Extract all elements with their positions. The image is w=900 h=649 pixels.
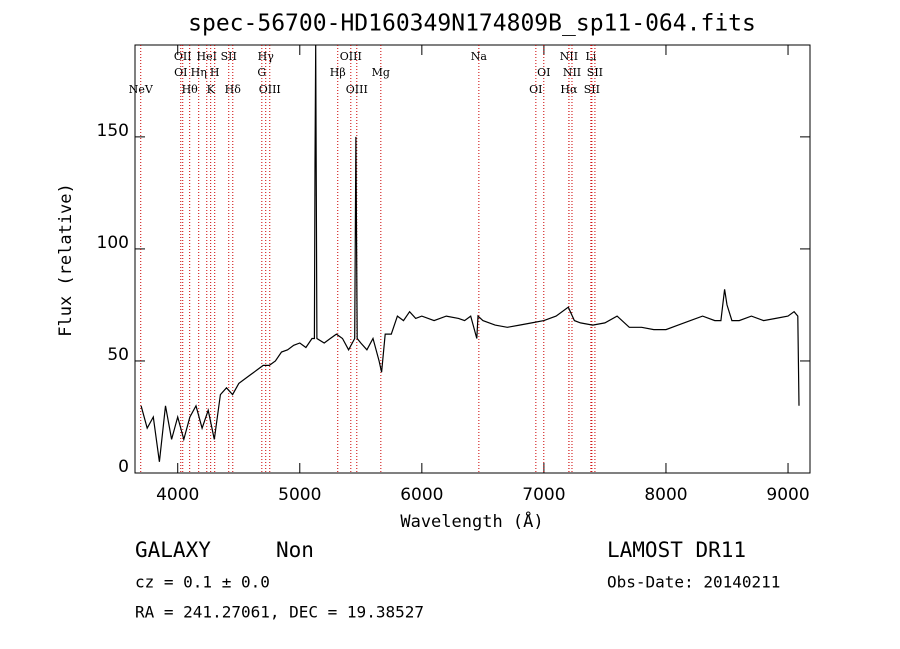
line-label: Li bbox=[585, 50, 596, 63]
x-tick-label: 7000 bbox=[522, 485, 565, 505]
line-label: Hα bbox=[560, 83, 578, 96]
y-tick-label: 0 bbox=[118, 457, 129, 477]
x-tick-label: 8000 bbox=[644, 485, 687, 505]
y-axis-label: Flux (relative) bbox=[56, 183, 76, 337]
line-label: Hβ bbox=[330, 66, 346, 79]
survey: LAMOST DR11 bbox=[607, 538, 746, 562]
line-label: OIII bbox=[259, 83, 281, 96]
line-label: OIII bbox=[340, 50, 362, 63]
line-label: OII bbox=[174, 50, 192, 63]
line-label: NII bbox=[560, 50, 578, 63]
line-label: SII bbox=[221, 50, 237, 63]
line-label: Hγ bbox=[258, 50, 275, 63]
spectrum-line bbox=[140, 44, 800, 462]
class: GALAXY bbox=[135, 538, 211, 562]
line-label: Na bbox=[471, 50, 488, 63]
y-tick-label: 100 bbox=[97, 233, 129, 253]
x-axis-label: Wavelength (Å) bbox=[400, 510, 543, 532]
line-label: HeI bbox=[197, 50, 217, 63]
x-tick-label: 6000 bbox=[400, 485, 443, 505]
y-tick-label: 150 bbox=[97, 121, 129, 141]
line-label: OI bbox=[529, 83, 542, 96]
line-label: SII bbox=[587, 66, 603, 79]
coords: RA = 241.27061, DEC = 19.38527 bbox=[135, 603, 424, 622]
x-tick-label: 4000 bbox=[156, 485, 199, 505]
line-label: Hδ bbox=[225, 83, 242, 96]
obs-date: Obs-Date: 20140211 bbox=[607, 573, 780, 592]
plot-frame bbox=[134, 44, 811, 474]
line-label: Hθ bbox=[182, 83, 199, 96]
line-label: Hη bbox=[191, 66, 207, 79]
line-label: OI bbox=[537, 66, 550, 79]
line-label: Mg bbox=[372, 66, 390, 79]
line-label: G bbox=[257, 66, 266, 79]
subclass: Non bbox=[276, 538, 314, 562]
line-label: SII bbox=[584, 83, 600, 96]
y-tick-label: 50 bbox=[107, 345, 129, 365]
line-label: OI bbox=[174, 66, 187, 79]
line-label: NII bbox=[563, 66, 581, 79]
line-label: NeV bbox=[129, 83, 154, 96]
line-label: K bbox=[207, 83, 216, 96]
cz: cz = 0.1 ± 0.0 bbox=[135, 573, 270, 592]
line-label: H bbox=[210, 66, 220, 79]
line-label: OIII bbox=[346, 83, 368, 96]
x-tick-label: 9000 bbox=[766, 485, 809, 505]
x-tick-label: 5000 bbox=[278, 485, 321, 505]
chart-title: spec-56700-HD160349N174809B_sp11-064.fit… bbox=[188, 11, 756, 37]
